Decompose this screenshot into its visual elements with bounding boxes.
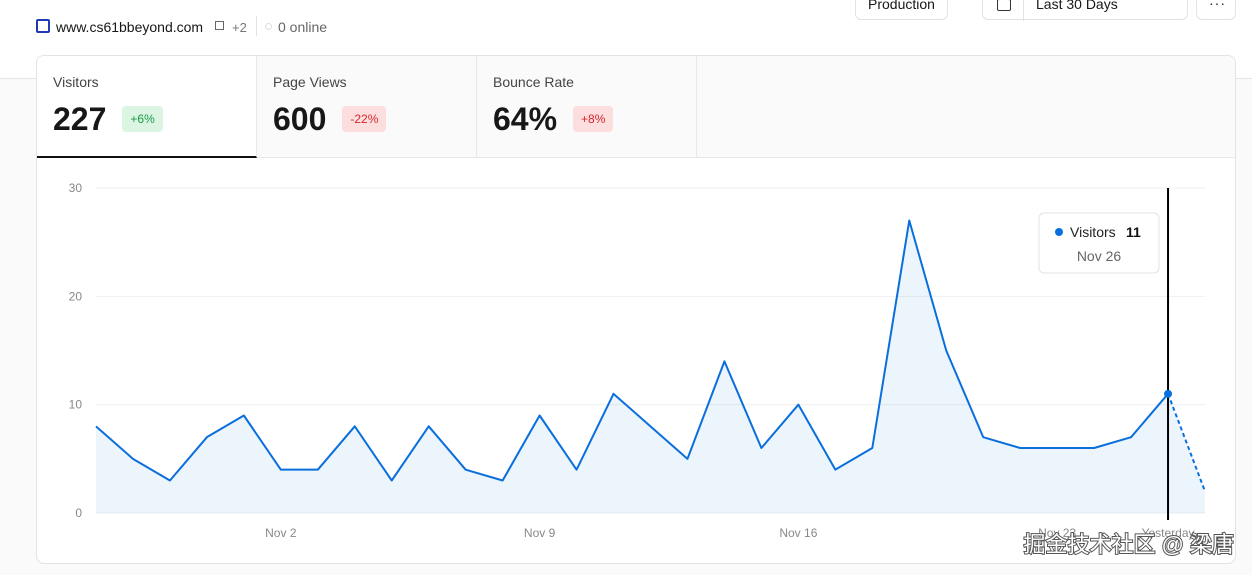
- change-badge: +6%: [122, 106, 163, 132]
- range-label: Last 30 Days: [1036, 0, 1118, 12]
- online-dot: [265, 23, 272, 30]
- change-badge: +8%: [573, 106, 614, 132]
- online-count: 0 online: [278, 19, 328, 35]
- hover-dot: [1164, 389, 1173, 398]
- x-tick-label: Nov 9: [524, 526, 556, 540]
- y-tick-label: 0: [75, 506, 82, 520]
- environment-label: Production: [868, 0, 935, 12]
- tab-label: Bounce Rate: [493, 74, 574, 90]
- tab-label: Visitors: [53, 74, 99, 90]
- tab-value: 64%: [493, 101, 558, 137]
- tooltip-date: Nov 26: [1077, 248, 1122, 264]
- tooltip-box: [1038, 212, 1160, 274]
- line: [95, 219, 1169, 482]
- tab-value: 600: [273, 101, 327, 137]
- tabs: Visitors 227 +6% Page Views 600 -22% Bounce Ra…: [37, 56, 1235, 158]
- change-badge: -22%: [342, 106, 387, 132]
- more-icon: ···: [1209, 0, 1226, 11]
- x-tick-label: Nov 16: [779, 526, 817, 540]
- metric-tab[interactable]: Visitors 227 +6%: [37, 56, 257, 158]
- divider: [1023, 0, 1024, 21]
- x-tick-label: Nov 23: [1038, 526, 1076, 540]
- area-fill: [96, 220, 1205, 513]
- tab-value: 227: [53, 101, 107, 137]
- environment-select[interactable]: Production: [855, 0, 948, 20]
- divider: [256, 16, 257, 36]
- x-tick-label: Nov 2: [265, 526, 297, 540]
- tooltip-series: Visitors: [1070, 224, 1116, 240]
- x-tick-label: Yesterday: [1142, 526, 1195, 540]
- tooltip-value: 11: [1126, 224, 1141, 240]
- more-button[interactable]: ···: [1196, 0, 1236, 20]
- external-icon[interactable]: [215, 21, 224, 30]
- calendar-icon: [997, 0, 1011, 11]
- watermark: 掘金技术社区 @ 梁唐: [1023, 532, 1234, 557]
- line-incomplete: [1167, 393, 1206, 492]
- site-link[interactable]: www.cs61bbeyond.com: [56, 19, 204, 35]
- analytics-card: Visitors 227 +6% Page Views 600 -22% Bounce Ra…: [36, 55, 1236, 564]
- y-tick-label: 20: [69, 289, 83, 303]
- tooltip-swatch: [1055, 228, 1063, 236]
- tab-label: Page Views: [273, 74, 347, 90]
- favicon: [36, 19, 50, 33]
- y-tick-label: 30: [69, 181, 83, 195]
- range-select[interactable]: Last 30 Days: [982, 0, 1188, 21]
- metric-tab[interactable]: Page Views 600 -22%: [257, 56, 477, 157]
- metric-tab[interactable]: Bounce Rate 64% +8%: [477, 56, 697, 157]
- extra-count[interactable]: +2: [232, 20, 247, 35]
- y-tick-label: 10: [69, 398, 83, 412]
